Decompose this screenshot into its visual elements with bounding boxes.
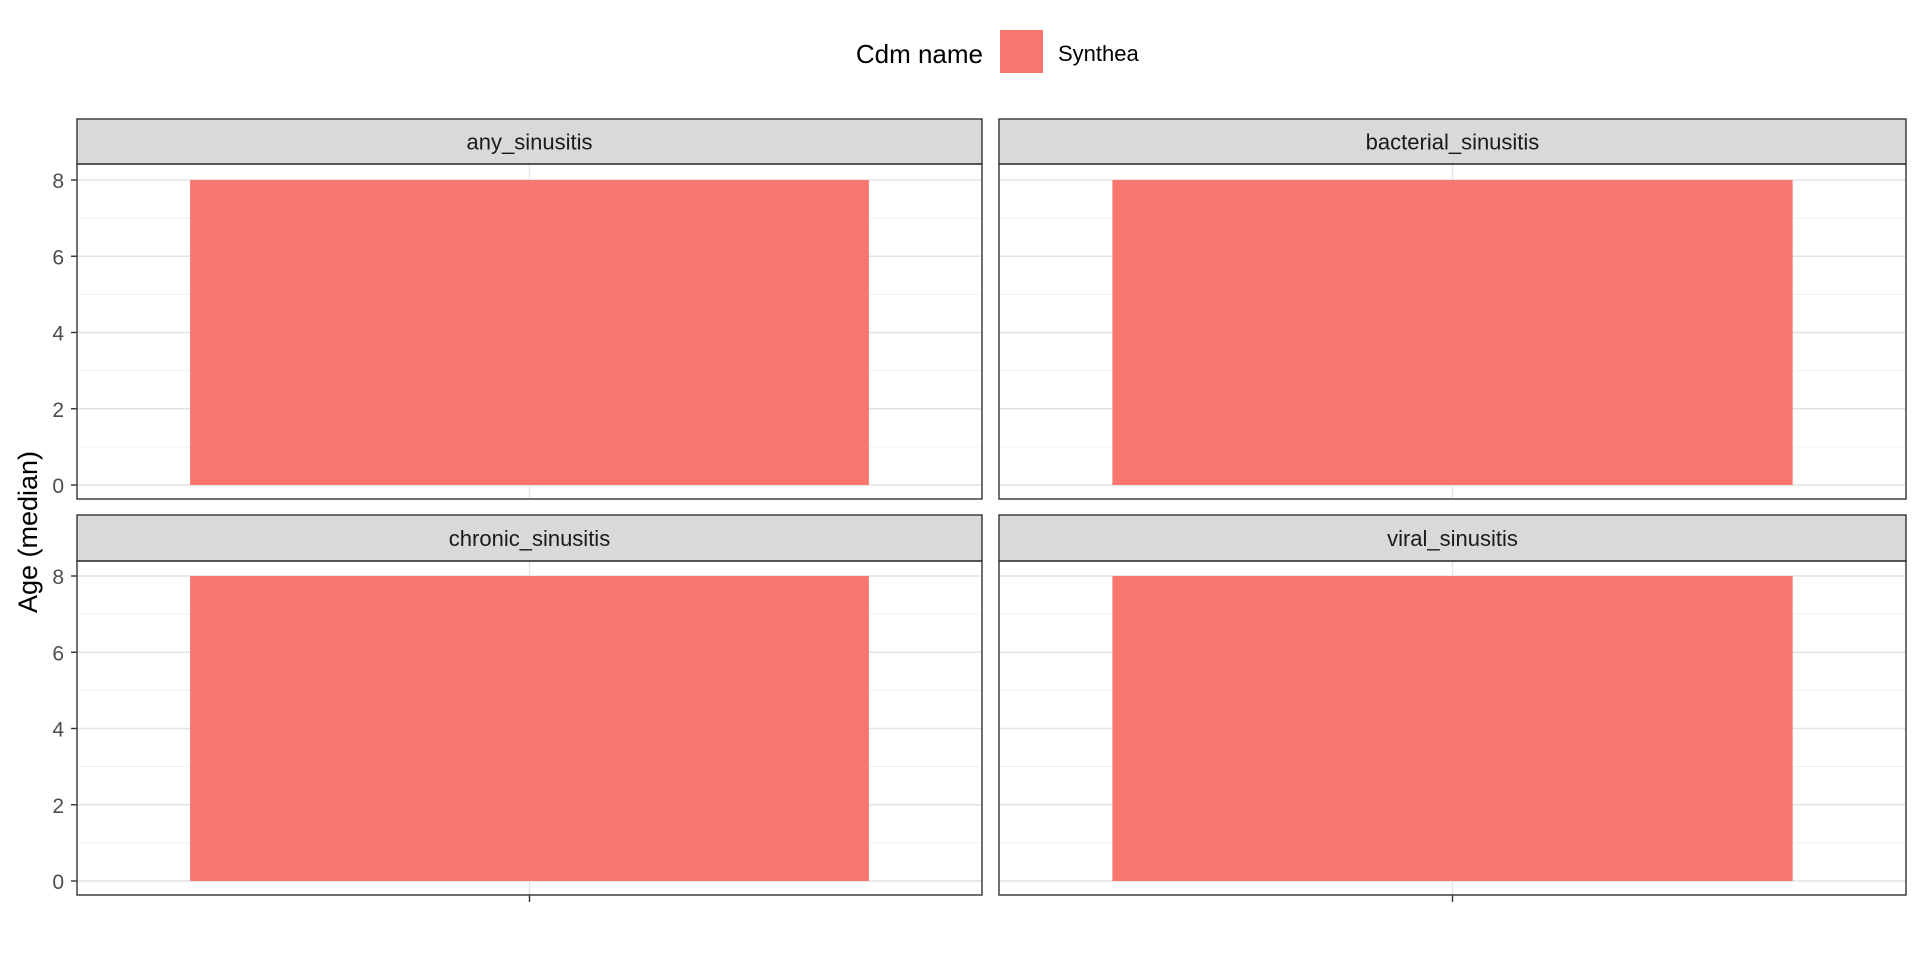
facet-panel: bacterial_sinusitis xyxy=(998,118,1907,500)
facet-panels: any_sinusitis 0 2 4 6 8 bacterial_sinusitischr… xyxy=(52,118,1907,902)
y-tick-label: 6 xyxy=(52,246,64,269)
y-tick-label: 0 xyxy=(52,475,64,498)
y-tick-label: 6 xyxy=(52,642,64,665)
facet-panel: chronic_sinusitis 0 2 4 6 8 xyxy=(52,514,983,902)
bar-synthea xyxy=(190,180,869,485)
facet-strip-label: bacterial_sinusitis xyxy=(1366,130,1540,155)
facet-strip xyxy=(76,118,983,165)
y-tick-label: 0 xyxy=(52,871,64,894)
y-tick-label: 8 xyxy=(52,566,64,589)
y-tick-label: 4 xyxy=(52,719,64,742)
bar-synthea xyxy=(1112,180,1793,485)
panel-border xyxy=(998,163,1907,500)
facet-strip-label: any_sinusitis xyxy=(467,130,593,155)
facet-panel: any_sinusitis 0 2 4 6 8 xyxy=(52,118,983,500)
bar-synthea xyxy=(1112,576,1793,881)
legend-label-synthea: Synthea xyxy=(1058,41,1139,66)
facet-strip xyxy=(76,514,983,562)
facet-strip-label: viral_sinusitis xyxy=(1387,526,1518,551)
facet-panel: viral_sinusitis xyxy=(998,514,1907,902)
bar-synthea xyxy=(190,576,869,881)
panel-border xyxy=(76,163,983,500)
legend-title: Cdm name xyxy=(856,39,983,69)
facet-strip-label: chronic_sinusitis xyxy=(449,526,610,551)
legend: Cdm name Synthea xyxy=(856,30,1139,73)
legend-swatch-synthea xyxy=(1000,30,1043,73)
y-tick-label: 8 xyxy=(52,170,64,193)
y-tick-label: 2 xyxy=(52,399,64,422)
y-axis-title: Age (median) xyxy=(13,451,43,613)
y-tick-label: 4 xyxy=(52,323,64,346)
y-tick-label: 2 xyxy=(52,795,64,818)
